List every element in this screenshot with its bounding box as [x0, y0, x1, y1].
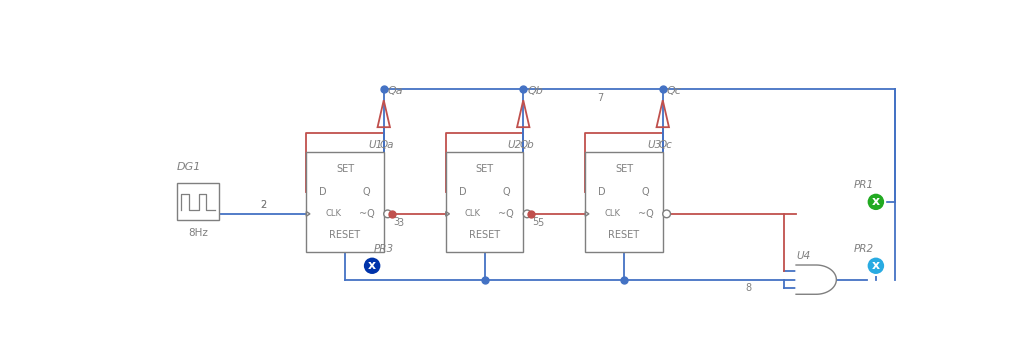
Text: 3: 3 — [397, 218, 403, 228]
Text: RESET: RESET — [330, 230, 360, 240]
Text: 7: 7 — [598, 92, 604, 103]
Circle shape — [866, 257, 885, 275]
Text: D: D — [598, 187, 606, 197]
Text: 8: 8 — [744, 284, 751, 293]
Circle shape — [362, 257, 381, 275]
Text: PR3: PR3 — [374, 244, 394, 254]
Text: x: x — [871, 195, 880, 209]
Text: Qb: Qb — [527, 86, 543, 96]
Text: 8Hz: 8Hz — [188, 228, 208, 238]
Text: Qc: Qc — [667, 86, 682, 96]
Text: 5: 5 — [532, 217, 539, 227]
Bar — [586, 152, 663, 252]
Bar — [445, 152, 523, 252]
Text: x: x — [368, 259, 376, 272]
Circle shape — [384, 210, 391, 218]
Text: D: D — [459, 187, 467, 197]
Text: 5: 5 — [538, 218, 544, 228]
Text: Qb: Qb — [519, 139, 535, 149]
Text: SET: SET — [475, 164, 494, 174]
Text: 2: 2 — [260, 200, 266, 210]
Text: U1: U1 — [369, 139, 383, 149]
Circle shape — [866, 193, 885, 211]
Text: PR1: PR1 — [854, 180, 874, 190]
Text: Qa: Qa — [388, 86, 403, 96]
Circle shape — [663, 210, 671, 218]
Text: 3: 3 — [393, 217, 399, 227]
Polygon shape — [796, 265, 837, 294]
Bar — [177, 183, 219, 220]
Text: SET: SET — [336, 164, 354, 174]
Text: Q: Q — [503, 187, 510, 197]
Text: ~Q: ~Q — [358, 209, 375, 219]
Text: CLK: CLK — [604, 209, 621, 218]
Bar — [306, 152, 384, 252]
Text: DG1: DG1 — [177, 162, 201, 172]
Circle shape — [523, 210, 531, 218]
Text: CLK: CLK — [465, 209, 481, 218]
Text: D: D — [319, 187, 327, 197]
Text: ~Q: ~Q — [499, 209, 514, 219]
Text: U4: U4 — [797, 251, 811, 261]
Text: U3: U3 — [647, 139, 662, 149]
Text: Qa: Qa — [380, 139, 394, 149]
Text: PR2: PR2 — [854, 244, 874, 254]
Text: U2: U2 — [508, 139, 522, 149]
Text: SET: SET — [615, 164, 633, 174]
Text: RESET: RESET — [469, 230, 500, 240]
Text: x: x — [871, 259, 880, 272]
Text: Q: Q — [362, 187, 371, 197]
Text: RESET: RESET — [608, 230, 640, 240]
Text: CLK: CLK — [326, 209, 341, 218]
Text: Qc: Qc — [658, 139, 673, 149]
Text: ~Q: ~Q — [638, 209, 653, 219]
Text: Q: Q — [642, 187, 649, 197]
Text: 2: 2 — [260, 200, 266, 210]
